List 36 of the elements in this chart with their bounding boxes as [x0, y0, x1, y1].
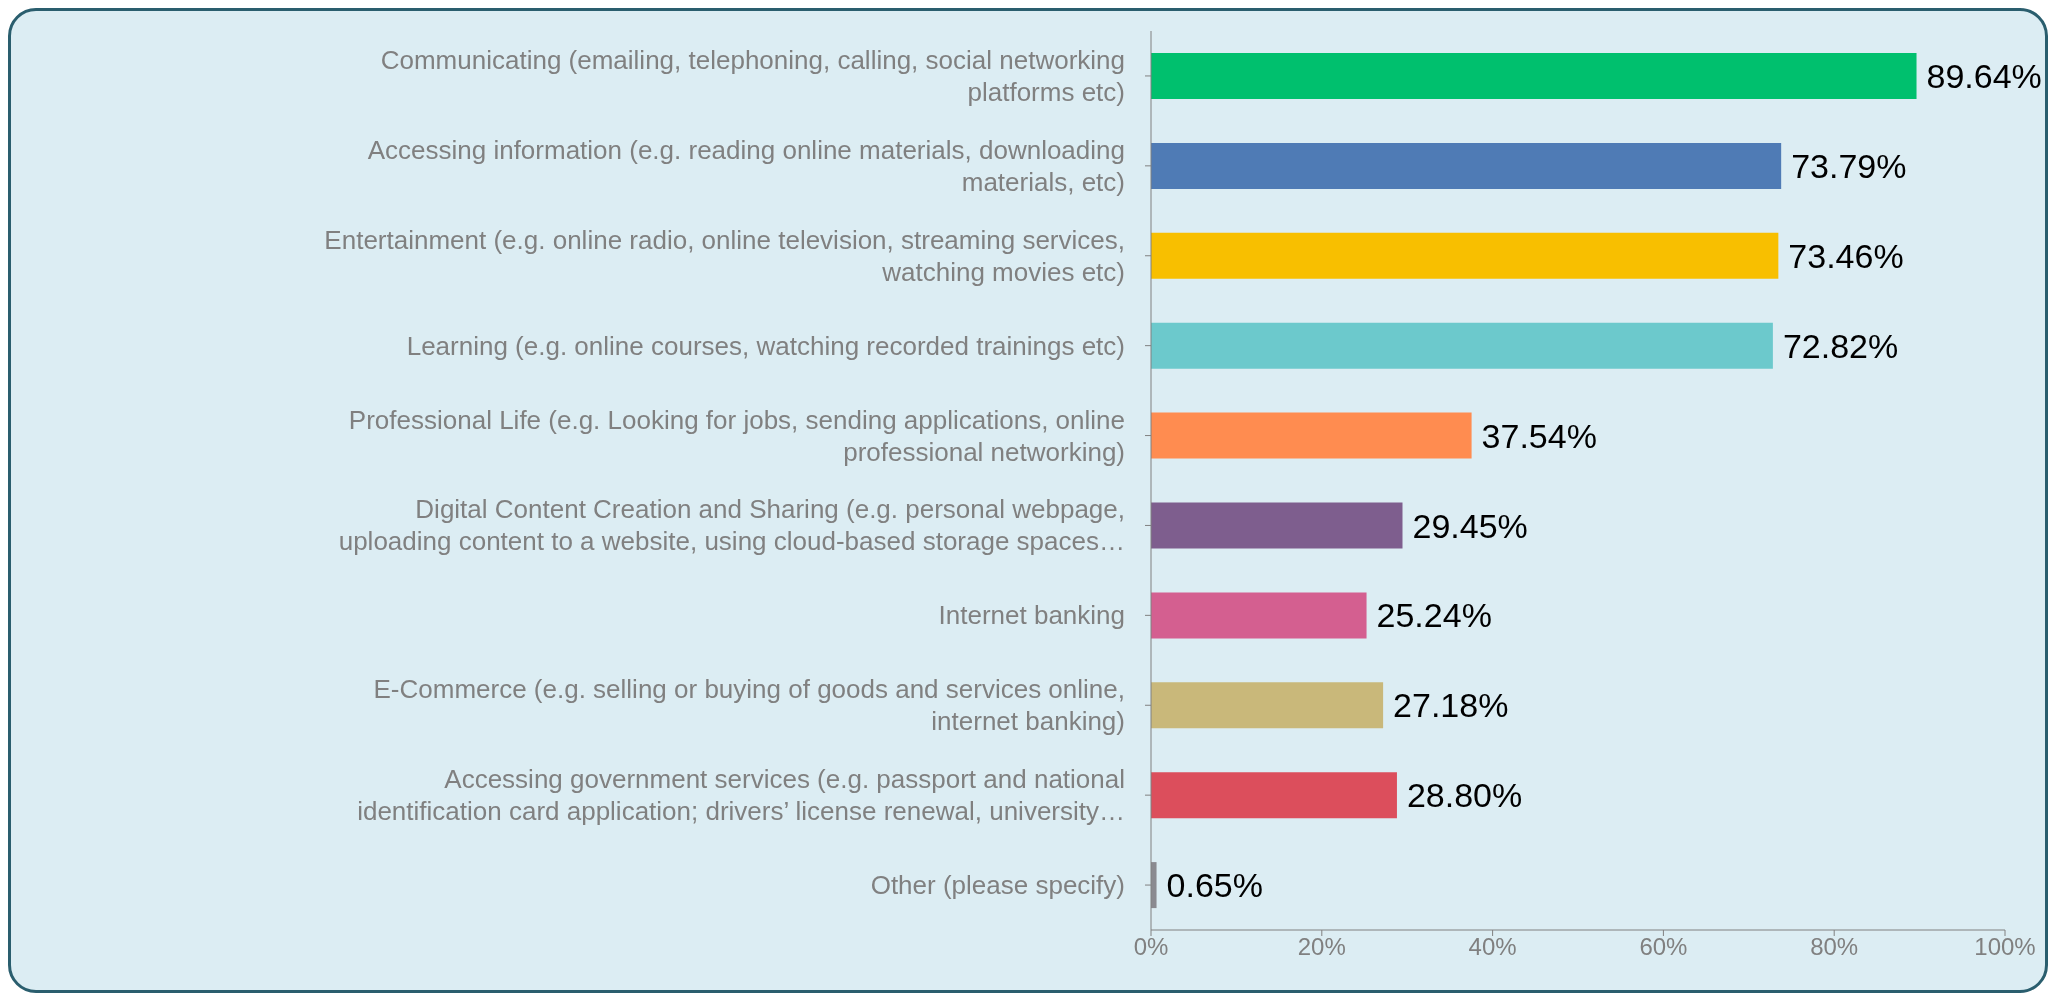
bar	[1151, 592, 1367, 639]
bar	[1151, 53, 1917, 99]
bar	[1151, 412, 1472, 459]
x-tick-label: 100%	[1974, 933, 2036, 961]
data-label: 29.45%	[1412, 506, 1528, 545]
data-label: 27.18%	[1393, 686, 1509, 725]
y-tick-label: Accessing information (e.g. reading online materials, downloading materials, etc)	[367, 134, 1125, 197]
y-tick-label: Professional Life (e.g. Looking for jobs, sending applications, online professional networking)	[348, 404, 1125, 467]
y-tick-label: Digital Content Creation and Sharing (e.g. personal webpage, uploading content to a website, using cloud-based storage spaces…	[338, 494, 1125, 557]
data-label: 0.65%	[1166, 866, 1263, 905]
data-label: 25.24%	[1376, 596, 1492, 635]
bar	[1151, 862, 1157, 909]
bar	[1151, 502, 1403, 549]
y-tick-label: Other (please specify)	[870, 870, 1125, 901]
data-label: 89.64%	[1926, 57, 2042, 96]
y-tick-label: Entertainment (e.g. online radio, online television, streaming services, watching movies etc)	[324, 224, 1125, 287]
x-tick-label: 60%	[1639, 933, 1688, 961]
bar	[1151, 322, 1773, 369]
x-tick-label: 0%	[1133, 933, 1169, 961]
bar	[1151, 232, 1779, 279]
data-label: 73.79%	[1791, 146, 1907, 185]
y-tick-label: Learning (e.g. online courses, watching recorded trainings etc)	[406, 330, 1125, 361]
y-tick-label: E-Commerce (e.g. selling or buying of goods and services online, internet banking)	[373, 674, 1125, 737]
x-tick-label: 40%	[1468, 933, 1517, 961]
bar	[1151, 142, 1782, 189]
data-label: 37.54%	[1481, 416, 1597, 455]
data-label: 73.46%	[1788, 236, 1904, 275]
x-tick-label: 80%	[1810, 933, 1859, 961]
x-tick-label: 20%	[1297, 933, 1346, 961]
data-label: 72.82%	[1782, 326, 1899, 365]
data-label: 28.80%	[1406, 776, 1523, 815]
bar	[1151, 682, 1384, 729]
y-tick-label: Communicating (emailing, telephoning, calling, social networking platforms etc)	[380, 44, 1125, 107]
y-tick-label: Internet banking	[938, 600, 1125, 631]
bar	[1151, 772, 1397, 819]
y-tick-label: Accessing government services (e.g. passport and national identification card application; drivers’ license renewal, university…	[357, 764, 1125, 827]
